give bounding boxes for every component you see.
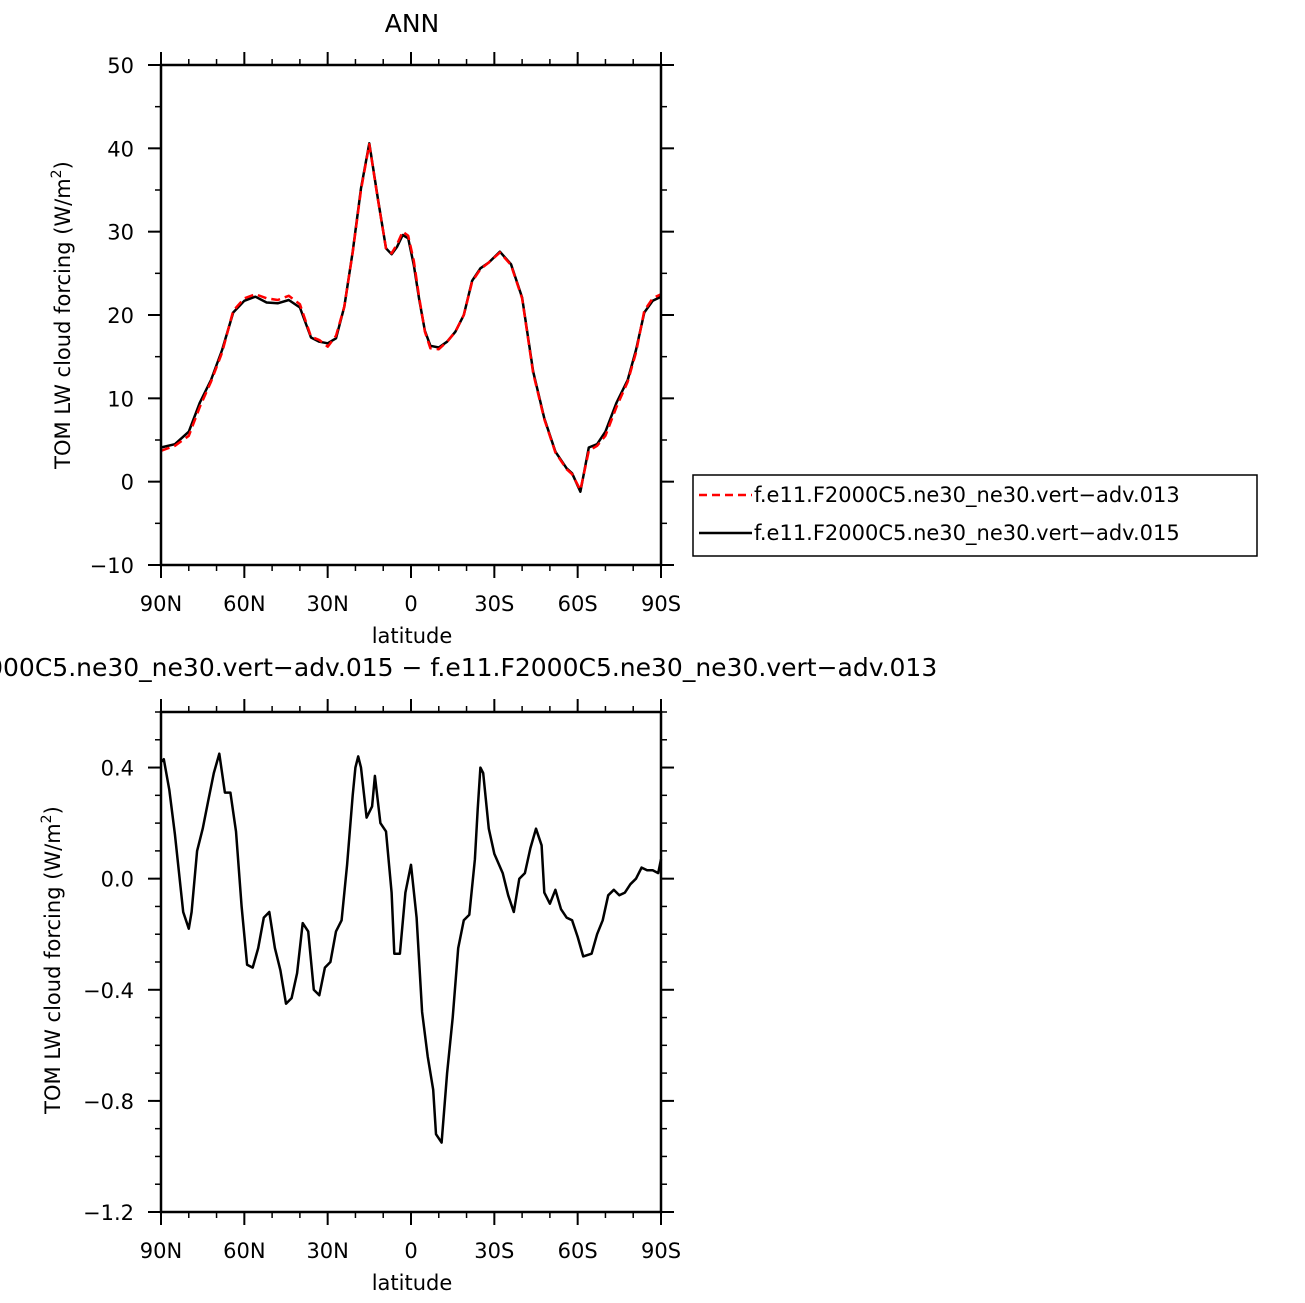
y-tick-label: 40 xyxy=(107,137,134,161)
x-tick-label: 60N xyxy=(223,592,265,616)
legend-label-013: f.e11.F2000C5.ne30_ne30.vert−adv.013 xyxy=(754,483,1180,508)
series-line-1 xyxy=(160,142,662,493)
top-chart-title: ANN xyxy=(385,9,440,38)
bottom-x-axis-ticks: 90N 60N 30N 0 30S 60S 90S xyxy=(140,699,681,1263)
top-panel: ANN −10 0 10 20 30 40 50 90N 60N 30N 0 30S 60S 90S l… xyxy=(49,9,681,648)
bottom-y-axis-label: TOM LW cloud forcing (W/m2) xyxy=(39,806,65,1115)
x-tick-label: 90S xyxy=(641,1239,681,1263)
x-tick-label: 90N xyxy=(140,592,182,616)
y-tick-label: −0.8 xyxy=(83,1090,134,1114)
bottom-y-axis-ticks: −1.2 −0.8 −0.4 0.0 0.4 xyxy=(83,711,674,1225)
series-line-0 xyxy=(160,752,663,1144)
x-tick-label: 30N xyxy=(306,1239,348,1263)
legend-box xyxy=(692,474,1258,557)
top-y-axis-ticks: −10 0 10 20 30 40 50 xyxy=(90,54,674,578)
y-tick-label: 0 xyxy=(121,471,134,495)
x-tick-label: 30N xyxy=(306,592,348,616)
top-plot-lines xyxy=(160,142,662,493)
x-tick-label: 90S xyxy=(641,592,681,616)
x-tick-label: 90N xyxy=(140,1239,182,1263)
x-tick-label: 30S xyxy=(474,592,514,616)
x-tick-label: 60S xyxy=(558,1239,598,1263)
bottom-panel: f.e11.F2000C5.ne30_ne30.vert−adv.015 − f… xyxy=(0,653,937,1295)
x-tick-label: 60S xyxy=(558,592,598,616)
legend-label-015: f.e11.F2000C5.ne30_ne30.vert−adv.015 xyxy=(754,521,1180,546)
y-tick-label: 0.4 xyxy=(101,757,134,781)
bottom-chart-title: f.e11.F2000C5.ne30_ne30.vert−adv.015 − f… xyxy=(0,653,937,682)
y-tick-label: 10 xyxy=(107,387,134,411)
top-y-axis-label: TOM LW cloud forcing (W/m2) xyxy=(49,161,75,470)
x-tick-label: 0 xyxy=(404,1239,417,1263)
legend: f.e11.F2000C5.ne30_ne30.vert−adv.013 f.e… xyxy=(692,474,1258,557)
y-tick-label: 50 xyxy=(107,54,134,78)
x-tick-label: 30S xyxy=(474,1239,514,1263)
top-plot-frame xyxy=(159,63,663,567)
y-tick-label: 0.0 xyxy=(101,868,134,892)
y-tick-label: −0.4 xyxy=(83,979,134,1003)
y-tick-label: 20 xyxy=(107,304,134,328)
series-line-0 xyxy=(160,142,662,492)
top-x-axis-ticks: 90N 60N 30N 0 30S 60S 90S xyxy=(140,52,681,616)
x-tick-label: 60N xyxy=(223,1239,265,1263)
y-tick-label: 30 xyxy=(107,221,134,245)
bottom-plot-frame xyxy=(159,710,663,1214)
bottom-plot-lines xyxy=(160,752,663,1144)
x-tick-label: 0 xyxy=(404,592,417,616)
y-tick-label: −10 xyxy=(90,554,134,578)
bottom-x-axis-label: latitude xyxy=(372,1271,453,1295)
top-x-axis-label: latitude xyxy=(372,624,453,648)
y-tick-label: −1.2 xyxy=(83,1201,134,1225)
